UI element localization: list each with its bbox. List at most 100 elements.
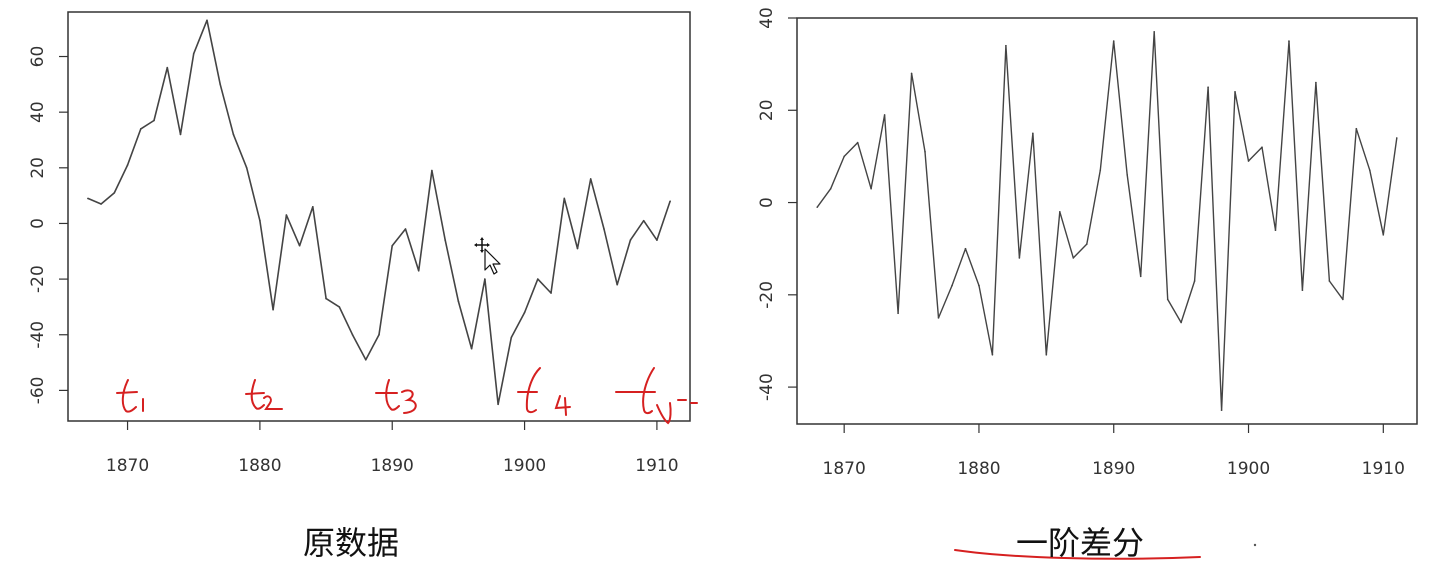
y-tick-label: 20: [757, 99, 777, 121]
data-point: [1072, 257, 1075, 259]
y-tick-label: 20: [28, 157, 48, 179]
series-line: [87, 19, 671, 406]
data-point: [391, 244, 394, 247]
data-point: [589, 178, 592, 180]
data-point: [563, 197, 566, 200]
data-point: [444, 239, 446, 241]
x-tick-label: 1890: [1092, 459, 1135, 479]
x-tick-label: 1870: [823, 459, 866, 479]
data-point: [669, 200, 671, 202]
data-point: [816, 206, 819, 208]
data-point: [1328, 280, 1331, 282]
data-point: [883, 114, 886, 116]
plot-frame: [67, 11, 691, 422]
series-points: [816, 31, 1398, 411]
data-point: [470, 347, 473, 350]
data-point: [924, 150, 926, 153]
data-point: [642, 219, 645, 222]
stray-dot: [1253, 543, 1257, 547]
data-point: [1234, 91, 1236, 93]
data-point: [1369, 169, 1371, 172]
axis-ticks: 1870 1880 1890 1900 1910 40 20 0 -20 -40: [757, 7, 1405, 479]
data-point: [126, 164, 129, 166]
data-point: [991, 353, 994, 356]
data-point: [937, 317, 940, 319]
data-point: [1059, 210, 1061, 213]
annotation-tn: [615, 367, 698, 425]
annotation-t1: [116, 379, 144, 413]
data-point: [206, 19, 208, 22]
data-point: [285, 214, 288, 216]
data-point: [166, 66, 169, 69]
data-point: [829, 187, 832, 190]
y-tick-label: -40: [757, 373, 777, 401]
x-tick-label: 1910: [635, 456, 678, 476]
data-point: [603, 228, 605, 230]
axis-ticks: 1870 1880 1890 1900 1910 60 40 20 0 -20 -40 -60: [28, 46, 679, 476]
data-point: [1288, 40, 1290, 42]
data-point: [364, 358, 367, 361]
data-point: [153, 119, 155, 122]
data-point: [1342, 298, 1344, 301]
y-tick-label: -60: [28, 377, 48, 405]
data-point: [1355, 127, 1358, 130]
data-point: [404, 228, 407, 230]
y-tick-label: 40: [757, 7, 777, 29]
original-data-plot: 1870 1880 1890 1900 1910 60 40 20 0 -20 -40 -60: [28, 11, 691, 476]
data-point: [629, 239, 632, 241]
data-point: [910, 72, 913, 75]
data-point: [1382, 234, 1385, 236]
y-tick-label: -40: [28, 321, 48, 349]
data-point: [1005, 44, 1007, 47]
data-point: [484, 278, 486, 280]
first-difference-plot: 1870 1880 1890 1900 1910 40 20 0 -20 -40: [757, 7, 1418, 479]
data-point: [1180, 321, 1182, 324]
data-point: [1274, 229, 1277, 232]
plot-frame: [796, 17, 1418, 425]
caption-underline: [954, 549, 1201, 560]
data-point: [1207, 86, 1209, 89]
data-point: [1166, 298, 1169, 301]
data-point: [87, 197, 89, 200]
data-point: [232, 133, 235, 136]
y-tick-label: -20: [757, 281, 777, 309]
x-tick-label: 1900: [503, 456, 546, 476]
data-point: [312, 205, 314, 208]
data-point: [510, 336, 513, 339]
data-point: [298, 244, 301, 247]
y-tick-label: 60: [28, 46, 48, 68]
x-tick-label: 1880: [957, 459, 1000, 479]
data-point: [417, 269, 420, 272]
data-point: [259, 219, 261, 222]
data-point: [870, 187, 872, 190]
data-point: [1395, 137, 1398, 139]
data-point: [100, 203, 102, 205]
y-tick-label: 0: [28, 218, 48, 229]
annotation-t4: [517, 367, 571, 416]
data-point: [856, 141, 859, 144]
data-point: [964, 247, 967, 250]
y-tick-label: -20: [28, 265, 48, 293]
data-point: [537, 278, 539, 280]
data-point: [978, 284, 980, 287]
annotation-t2: [245, 379, 283, 410]
data-point: [1193, 280, 1196, 282]
data-point: [1220, 409, 1223, 411]
data-point: [1032, 132, 1034, 135]
data-point: [378, 333, 380, 336]
data-point: [351, 333, 354, 336]
data-point: [431, 169, 433, 172]
data-point: [1018, 257, 1021, 259]
data-point: [1301, 289, 1304, 292]
x-tick-label: 1870: [106, 456, 149, 476]
data-point: [1315, 81, 1317, 84]
data-point: [192, 52, 195, 55]
data-point: [576, 247, 579, 250]
data-point: [457, 300, 460, 303]
mouse-cursor-icon: [474, 237, 501, 275]
x-tick-label: 1900: [1227, 459, 1270, 479]
data-point: [1261, 146, 1263, 148]
data-point: [1126, 174, 1129, 176]
data-point: [897, 312, 899, 315]
y-tick-label: 40: [28, 101, 48, 123]
